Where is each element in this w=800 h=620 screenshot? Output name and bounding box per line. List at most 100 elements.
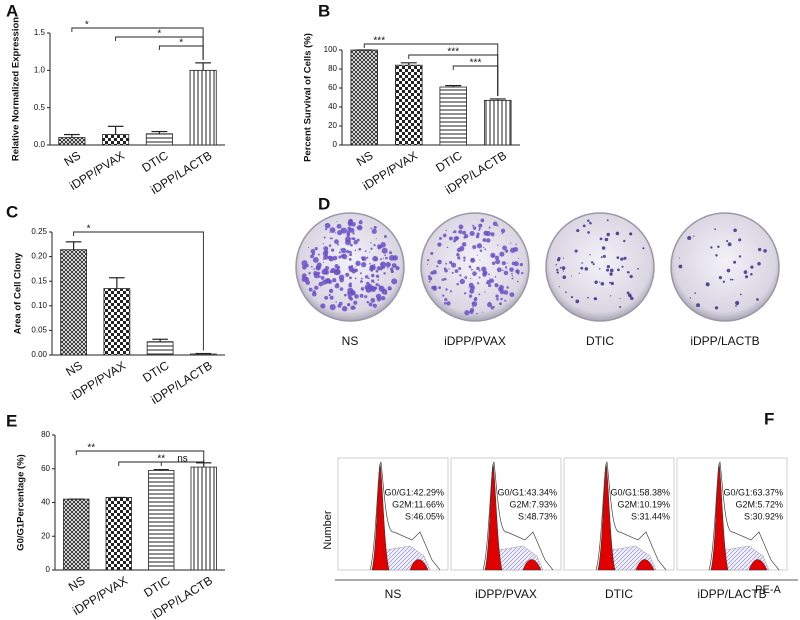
colony-dot	[714, 306, 719, 310]
plate-label: iDPP/LACTB	[690, 334, 759, 348]
colony-dot	[322, 250, 329, 257]
g2-peak	[409, 559, 429, 571]
colony-dot	[324, 295, 329, 300]
colony-dot	[726, 268, 731, 273]
colony-dot	[360, 261, 367, 268]
colony-dot	[335, 232, 337, 234]
colony-dot	[348, 283, 352, 288]
colony-dot	[627, 271, 630, 274]
colony-dot	[355, 266, 357, 268]
colony-dot	[391, 270, 394, 272]
colony-dot	[490, 306, 494, 310]
colony-dot	[360, 219, 362, 222]
colony-dot	[321, 268, 328, 275]
colony-dot	[462, 230, 467, 235]
colony-dot	[750, 265, 754, 269]
colony-dot	[336, 267, 339, 270]
colony-dot	[501, 233, 504, 235]
colony-dot	[350, 305, 355, 310]
colony-dot	[307, 246, 310, 248]
colony-dot	[476, 232, 480, 236]
colony-dot	[370, 227, 373, 230]
colony-dot	[391, 278, 398, 285]
colony-dot	[339, 287, 344, 291]
colony-dot	[364, 295, 368, 299]
colony-dot	[510, 247, 516, 253]
colony-dot	[518, 258, 520, 260]
colony-dot	[328, 288, 334, 294]
colony-dot	[444, 297, 448, 302]
colony-dot	[361, 256, 367, 262]
colony-dot	[451, 271, 454, 274]
significance-label: *	[179, 38, 183, 49]
colony-dot	[521, 271, 524, 275]
colony-dot	[496, 267, 502, 273]
y-tick-label: 60	[41, 464, 50, 473]
colony-dot	[338, 251, 341, 254]
colony-dot	[380, 261, 387, 268]
colony-dot	[630, 296, 634, 301]
colony-dot	[478, 229, 480, 232]
significance-bracket	[75, 450, 205, 460]
x-tick-label: DTIC	[139, 148, 170, 175]
colony-dot	[587, 296, 589, 299]
colony-dot	[559, 266, 562, 269]
colony-dot	[499, 289, 505, 295]
colony-dot	[492, 255, 495, 258]
significance-label: *	[85, 20, 89, 31]
colony-dot	[575, 299, 580, 304]
colony-dot	[469, 288, 475, 294]
colony-dot	[472, 306, 474, 308]
colony-dot	[511, 272, 513, 275]
colony-dot	[629, 294, 632, 298]
colony-dot	[341, 253, 348, 260]
phase-stat: G0/G1:42.29%	[384, 487, 444, 497]
colony-dot	[731, 278, 734, 281]
g1-peak	[371, 463, 390, 571]
colony-dot	[328, 255, 334, 262]
colony-dot	[480, 218, 485, 223]
y-tick-label: 0.5	[34, 103, 46, 112]
colony-dot	[438, 260, 440, 263]
colony-dot	[367, 283, 372, 287]
colony-dot	[341, 305, 348, 312]
panel-label: A	[6, 1, 18, 20]
colony-dot	[689, 297, 692, 299]
sample-label: DTIC	[605, 587, 633, 601]
colony-dot	[383, 235, 387, 238]
colony-dot	[310, 248, 316, 254]
colony-dot	[678, 264, 683, 269]
colony-dot	[349, 276, 352, 280]
y-axis-label: Relative Normalized Expression	[11, 17, 22, 161]
colony-dot	[556, 268, 559, 271]
colony-dot	[317, 271, 321, 275]
colony-dot	[334, 268, 341, 275]
colony-dot	[321, 279, 328, 285]
colony-dot	[373, 263, 376, 266]
colony-dot	[370, 242, 372, 244]
colony-dot	[478, 269, 481, 272]
colony-dot	[599, 237, 603, 241]
colony-dot	[727, 242, 732, 247]
colony-dot	[488, 301, 491, 304]
colony-dot	[340, 227, 348, 234]
colony-dot	[501, 269, 504, 272]
colony-dot	[453, 230, 457, 234]
colony-dot	[388, 251, 393, 255]
y-axis-label: Area of Cell Clony	[13, 252, 24, 335]
colony-dot	[574, 249, 578, 253]
colony-dot	[448, 268, 450, 270]
colony-dot	[491, 261, 496, 266]
y-tick-label: 0.05	[31, 326, 47, 335]
colony-dot	[562, 270, 565, 272]
colony-dot	[511, 277, 514, 280]
colony-dot	[589, 254, 591, 256]
significance-bracket	[158, 45, 204, 60]
colony-dot	[395, 265, 400, 271]
colony-dot	[693, 235, 695, 237]
colony-dot	[347, 303, 350, 306]
colony-dot	[475, 234, 480, 239]
colony-dot	[370, 247, 373, 250]
colony-dot	[492, 221, 498, 227]
colony-dot	[329, 231, 331, 233]
